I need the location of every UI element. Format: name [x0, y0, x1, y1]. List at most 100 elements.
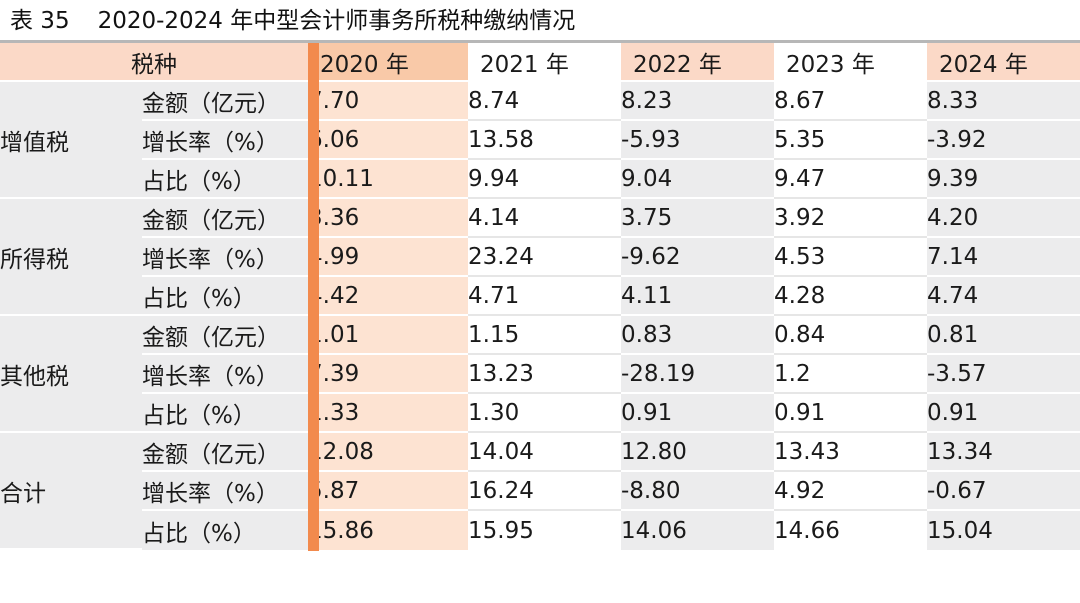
value-cell-2021: 13.23 — [468, 355, 621, 394]
value-cell-2021: 14.04 — [468, 433, 621, 472]
header-year-2023: 2023 年 — [774, 43, 927, 82]
table-row: 增长率（%） 6.06 13.58 -5.93 5.35 -3.92 — [0, 121, 1080, 160]
value-cell-2023: 5.35 — [774, 121, 927, 160]
value-cell-2024: 13.34 — [927, 433, 1080, 472]
metric-label-growth-rate: 增长率（%） — [142, 355, 308, 394]
table-title: 表 35 2020-2024 年中型会计师事务所税种缴纳情况 — [10, 2, 575, 40]
value-cell-2021: 15.95 — [468, 511, 621, 550]
top-rule — [0, 40, 1080, 43]
table-row: 所得税 金额（亿元） 3.36 4.14 3.75 3.92 4.20 — [0, 199, 1080, 316]
value-cell-2024: -3.57 — [927, 355, 1080, 394]
value-cell-2023: 8.67 — [774, 82, 927, 121]
highlight-column-bar — [308, 43, 319, 551]
value-cell-2024: 15.04 — [927, 511, 1080, 550]
value-cell-2023: 14.66 — [774, 511, 927, 550]
value-cell-2022: 0.83 — [621, 316, 774, 355]
metric-label-amount: 金额（亿元） — [142, 433, 308, 472]
header-row: 税种 2020 年 2021 年 2022 年 2023 年 2024 年 — [0, 43, 1080, 82]
value-cell-2021: 9.94 — [468, 160, 621, 199]
metric-label-share: 占比（%） — [142, 277, 308, 316]
metric-label-share: 占比（%） — [142, 394, 308, 433]
value-cell-2024: 4.20 — [927, 199, 1080, 238]
table-number: 表 35 — [10, 8, 70, 34]
value-cell-2023: 9.47 — [774, 160, 927, 199]
value-cell-2020: 7.70 — [308, 82, 468, 121]
value-cell-2020: 5.87 — [308, 472, 468, 511]
value-cell-2021: 8.74 — [468, 82, 621, 121]
value-cell-2021: 1.30 — [468, 394, 621, 433]
metric-label-share: 占比（%） — [142, 160, 308, 199]
metric-label-growth-rate: 增长率（%） — [142, 472, 308, 511]
value-cell-2022: -5.93 — [621, 121, 774, 160]
tax-category: 其他税 — [0, 316, 142, 433]
value-cell-2023: 4.92 — [774, 472, 927, 511]
header-year-2024: 2024 年 — [927, 43, 1080, 82]
value-cell-2023: 0.84 — [774, 316, 927, 355]
value-cell-2024: 8.33 — [927, 82, 1080, 121]
value-cell-2022: 3.75 — [621, 199, 774, 238]
value-cell-2023: 0.91 — [774, 394, 927, 433]
value-cell-2024: -3.92 — [927, 121, 1080, 160]
value-cell-2022: 12.80 — [621, 433, 774, 472]
metric-label-amount: 金额（亿元） — [142, 82, 308, 121]
table-row: 增长率（%） 7.39 13.23 -28.19 1.2 -3.57 — [0, 355, 1080, 394]
table-row: 增长率（%） 4.99 23.24 -9.62 4.53 7.14 — [0, 238, 1080, 277]
table-row: 占比（%） 1.33 1.30 0.91 0.91 0.91 — [0, 394, 1080, 433]
value-cell-2024: 0.81 — [927, 316, 1080, 355]
table-row: 占比（%） 4.42 4.71 4.11 4.28 4.74 — [0, 277, 1080, 316]
value-cell-2023: 13.43 — [774, 433, 927, 472]
value-cell-2022: -9.62 — [621, 238, 774, 277]
metric-label-growth-rate: 增长率（%） — [142, 238, 308, 277]
value-cell-2021: 13.58 — [468, 121, 621, 160]
header-year-2020: 2020 年 — [308, 43, 468, 82]
value-cell-2021: 23.24 — [468, 238, 621, 277]
tax-category: 合计 — [0, 433, 142, 550]
value-cell-2021: 4.14 — [468, 199, 621, 238]
value-cell-2022: -28.19 — [621, 355, 774, 394]
value-cell-2020: 3.36 — [308, 199, 468, 238]
value-cell-2021: 1.15 — [468, 316, 621, 355]
value-cell-2020: 12.08 — [308, 433, 468, 472]
value-cell-2020: 15.86 — [308, 511, 468, 550]
table-row: 增值税 金额（亿元） 7.70 8.74 8.23 8.67 8.33 — [0, 82, 1080, 199]
table-row: 合计 金额（亿元） 12.08 14.04 12.80 13.43 13.34 — [0, 433, 1080, 550]
value-cell-2023: 4.28 — [774, 277, 927, 316]
value-cell-2023: 4.53 — [774, 238, 927, 277]
value-cell-2022: 9.04 — [621, 160, 774, 199]
value-cell-2022: 14.06 — [621, 511, 774, 550]
value-cell-2024: 9.39 — [927, 160, 1080, 199]
table-caption: 2020-2024 年中型会计师事务所税种缴纳情况 — [97, 8, 576, 34]
value-cell-2022: 0.91 — [621, 394, 774, 433]
header-year-2021: 2021 年 — [468, 43, 621, 82]
value-cell-2020: 4.99 — [308, 238, 468, 277]
value-cell-2021: 4.71 — [468, 277, 621, 316]
metric-label-share: 占比（%） — [142, 511, 308, 550]
table-row: 占比（%） 10.11 9.94 9.04 9.47 9.39 — [0, 160, 1080, 199]
value-cell-2020: 7.39 — [308, 355, 468, 394]
metric-label-amount: 金额（亿元） — [142, 316, 308, 355]
value-cell-2022: 8.23 — [621, 82, 774, 121]
value-cell-2022: 4.11 — [621, 277, 774, 316]
header-category: 税种 — [0, 43, 308, 82]
value-cell-2020: 4.42 — [308, 277, 468, 316]
value-cell-2020: 1.01 — [308, 316, 468, 355]
table-body: 增值税 金额（亿元） 7.70 8.74 8.23 8.67 8.33 增长率（%） 6.06 1… — [0, 82, 1080, 550]
tax-table: 税种 2020 年 2021 年 2022 年 2023 年 2024 年 增值… — [0, 43, 1080, 550]
metric-label-growth-rate: 增长率（%） — [142, 121, 308, 160]
table-row: 其他税 金额（亿元） 1.01 1.15 0.83 0.84 0.81 — [0, 316, 1080, 433]
value-cell-2024: -0.67 — [927, 472, 1080, 511]
table-row: 增长率（%） 5.87 16.24 -8.80 4.92 -0.67 — [0, 472, 1080, 511]
table-row: 占比（%） 15.86 15.95 14.06 14.66 15.04 — [0, 511, 1080, 550]
value-cell-2020: 6.06 — [308, 121, 468, 160]
value-cell-2020: 10.11 — [308, 160, 468, 199]
tax-category: 增值税 — [0, 82, 142, 199]
value-cell-2024: 0.91 — [927, 394, 1080, 433]
value-cell-2020: 1.33 — [308, 394, 468, 433]
value-cell-2022: -8.80 — [621, 472, 774, 511]
header-year-2022: 2022 年 — [621, 43, 774, 82]
value-cell-2024: 4.74 — [927, 277, 1080, 316]
metric-label-amount: 金额（亿元） — [142, 199, 308, 238]
value-cell-2021: 16.24 — [468, 472, 621, 511]
value-cell-2023: 1.2 — [774, 355, 927, 394]
